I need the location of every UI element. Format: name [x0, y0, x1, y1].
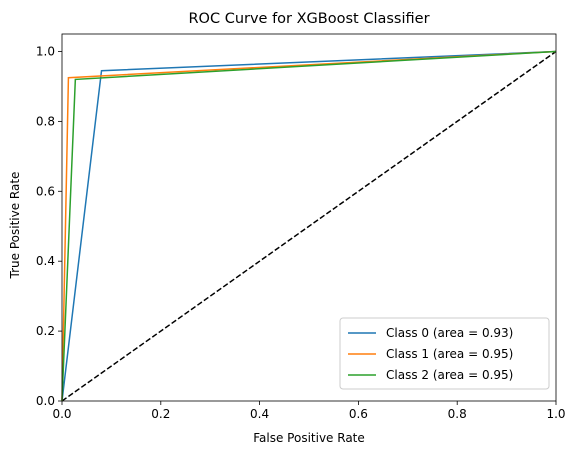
legend: Class 0 (area = 0.93) Class 1 (area = 0.9… — [339, 317, 550, 390]
y-axis-label: True Positive Rate — [8, 172, 22, 280]
y-tick-label-1: 0.2 — [36, 324, 55, 338]
x-tick-label-0: 0.0 — [52, 407, 71, 421]
x-tick-label-5: 1.0 — [546, 407, 565, 421]
y-tick-label-5: 1.0 — [36, 44, 55, 58]
x-tick-label-1: 0.2 — [151, 407, 170, 421]
legend-label-class-1: Class 1 (area = 0.95) — [386, 347, 513, 361]
x-axis-label: False Positive Rate — [253, 431, 365, 445]
chart-title: ROC Curve for XGBoost Classifier — [188, 11, 429, 27]
y-tick-label-0: 0.0 — [36, 394, 55, 408]
x-tick-label-4: 0.8 — [448, 407, 467, 421]
reference-diagonal-line — [61, 50, 557, 402]
x-tick-label-3: 0.6 — [349, 407, 368, 421]
legend-label-class-0: Class 0 (area = 0.93) — [386, 326, 513, 340]
x-tick-label-2: 0.4 — [250, 407, 269, 421]
y-tick-label-2: 0.4 — [36, 254, 55, 268]
y-tick-label-4: 0.8 — [36, 114, 55, 128]
legend-box — [339, 317, 550, 390]
plot-frame — [61, 33, 557, 402]
series-line-class-2 — [61, 50, 557, 402]
plot-area: 0.0 0.2 0.4 0.6 0.8 1.0 0.0 0.2 0.4 0.6 0.8 1.0 — [36, 33, 566, 421]
series-line-class-0 — [61, 50, 557, 402]
legend-label-class-2: Class 2 (area = 0.95) — [386, 368, 513, 382]
y-tick-label-3: 0.6 — [36, 184, 55, 198]
